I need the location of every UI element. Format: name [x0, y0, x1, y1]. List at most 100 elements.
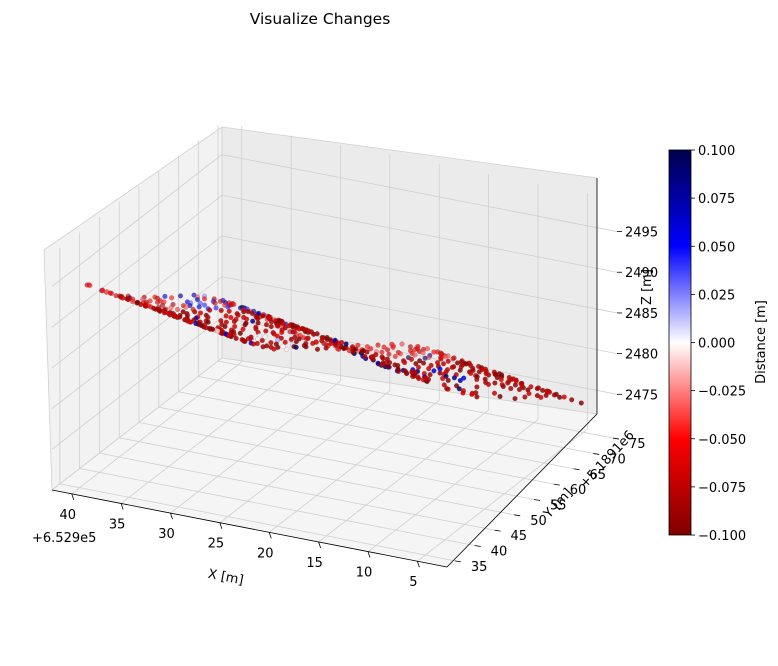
x-gridline: [219, 154, 391, 524]
x-tick: [318, 541, 322, 549]
data-point: [469, 391, 475, 398]
x-gridline: [120, 135, 292, 504]
z-tick-label: 2490: [625, 266, 658, 281]
y-tick-label: 75: [629, 437, 646, 452]
data-point: [268, 340, 274, 346]
y-tick: [593, 453, 600, 455]
y-gridline: [178, 155, 574, 470]
y-tick-label: 65: [590, 468, 607, 483]
data-point: [201, 296, 208, 302]
data-point: [512, 382, 519, 388]
data-point: [417, 358, 423, 364]
x-tick: [170, 512, 173, 520]
data-point: [445, 386, 451, 392]
data-point: [505, 380, 511, 386]
x-tick: [416, 561, 420, 568]
data-point: [412, 369, 418, 376]
data-point: [494, 374, 500, 381]
colorbar-tick-label: 0.025: [698, 288, 735, 303]
colorbar: 0.100 0.075 0.050 0.025 0.000 −0.025 −0.050 −0.…: [668, 144, 769, 544]
data-point: [159, 302, 166, 309]
data-point: [134, 299, 140, 306]
x-gridline: [269, 164, 440, 533]
data-point: [413, 361, 419, 367]
y-tick-label: 60: [570, 483, 587, 498]
data-point: [303, 344, 309, 350]
y-tick: [612, 437, 620, 440]
data-point: [384, 356, 391, 362]
data-point: [194, 297, 201, 303]
x-tick-label: 20: [257, 546, 274, 561]
data-point: [538, 394, 544, 401]
y-tick: [553, 483, 560, 486]
data-point: [543, 392, 549, 399]
axis-panes: [43, 126, 598, 568]
data-point: [157, 307, 163, 314]
data-point: [225, 304, 231, 310]
y-tick: [514, 514, 521, 517]
data-point: [512, 396, 518, 402]
data-point: [161, 310, 168, 316]
data-point: [241, 309, 247, 315]
data-point: [172, 312, 178, 319]
data-point: [497, 393, 503, 400]
data-point: [154, 299, 161, 305]
data-point: [260, 344, 266, 350]
y-gridline: [197, 140, 594, 454]
data-point: [250, 318, 256, 324]
data-point: [381, 344, 387, 350]
y-tick: [494, 529, 501, 532]
z-tick-label: 2480: [625, 348, 658, 363]
data-point: [166, 311, 172, 317]
data-point: [232, 323, 238, 330]
data-point: [233, 335, 239, 342]
data-point: [416, 376, 422, 382]
data-point: [415, 364, 422, 370]
y-offset-label: +5.1891e6: [577, 428, 638, 491]
colorbar-tick-label: 0.000: [698, 337, 735, 352]
tick-labels: 4035302520151053540455055606570752475248…: [59, 226, 658, 591]
data-point: [485, 381, 492, 388]
data-point: [387, 360, 393, 366]
data-point: [268, 324, 274, 330]
data-point: [284, 346, 290, 353]
data-point: [255, 320, 261, 326]
data-point: [445, 358, 451, 364]
data-point: [551, 392, 558, 398]
data-point: [423, 375, 429, 381]
data-point: [323, 345, 329, 351]
data-point: [301, 326, 307, 332]
data-point: [263, 328, 269, 334]
z-axis-label: Z [m]: [640, 269, 655, 305]
data-point: [286, 323, 292, 329]
data-point: [451, 375, 458, 381]
data-point: [183, 317, 190, 323]
data-point: [534, 386, 540, 392]
data-point: [192, 309, 198, 315]
data-point: [226, 308, 232, 314]
data-point: [271, 346, 277, 352]
data-point: [440, 375, 446, 382]
data-point: [333, 342, 339, 348]
data-point: [222, 323, 228, 330]
x-tick-label: 35: [109, 517, 126, 532]
data-point: [203, 325, 209, 331]
data-point: [263, 322, 270, 328]
data-point: [116, 293, 123, 299]
y-tick-label: 50: [530, 514, 547, 529]
colorbar-tick-label: −0.075: [698, 481, 746, 496]
data-point: [456, 386, 462, 392]
data-point: [196, 304, 202, 310]
x-tick: [219, 522, 223, 529]
data-point: [352, 346, 359, 352]
data-point: [449, 364, 455, 371]
tick-marks: [71, 231, 622, 568]
y-tick: [533, 499, 541, 501]
data-point: [212, 300, 218, 306]
data-point: [408, 356, 415, 362]
data-point: [237, 330, 243, 336]
data-point: [293, 344, 299, 350]
data-point: [539, 387, 546, 394]
colorbar-ticks: 0.100 0.075 0.050 0.025 0.000 −0.025 −0.050 −0.…: [691, 144, 746, 544]
